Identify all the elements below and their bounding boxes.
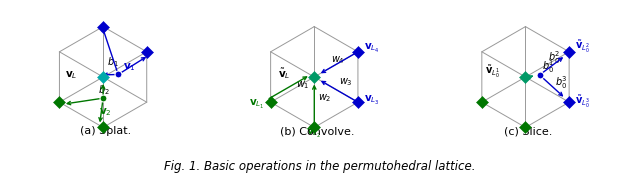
Text: (b) Convolve.: (b) Convolve. [280,127,354,136]
Text: $w_4$: $w_4$ [331,54,345,66]
Text: $w_3$: $w_3$ [339,76,353,88]
Text: Fig. 1. Basic operations in the permutohedral lattice.: Fig. 1. Basic operations in the permutoh… [164,160,476,173]
Text: $\mathbf{v}_{L_1}$: $\mathbf{v}_{L_1}$ [249,98,264,111]
Text: $\mathbf{v}_{L_3}$: $\mathbf{v}_{L_3}$ [364,94,380,107]
Text: $\mathbf{v}_2$: $\mathbf{v}_2$ [99,106,112,118]
Text: (c) Slice.: (c) Slice. [504,127,552,136]
Text: $\mathbf{v}_{L_4}$: $\mathbf{v}_{L_4}$ [364,42,380,55]
Text: $\mathbf{v}_1$: $\mathbf{v}_1$ [124,61,136,73]
Text: $b_0^1$: $b_0^1$ [541,58,554,75]
Text: (a) Splat.: (a) Splat. [80,127,131,136]
Text: $\mathbf{v}_{L_2}$: $\mathbf{v}_{L_2}$ [307,127,322,139]
Text: $\tilde{\mathbf{v}}_{L_0^2}$: $\tilde{\mathbf{v}}_{L_0^2}$ [575,38,591,55]
Text: $w_1$: $w_1$ [296,79,310,91]
Text: $\tilde{\mathbf{v}}_L$: $\tilde{\mathbf{v}}_L$ [278,66,290,81]
Text: $b_0^2$: $b_0^2$ [548,50,561,66]
Text: $\tilde{\mathbf{v}}_{L_0^1}$: $\tilde{\mathbf{v}}_{L_0^1}$ [485,63,500,80]
Text: $b_2$: $b_2$ [98,83,110,97]
Text: $\tilde{\mathbf{v}}_{L_0^3}$: $\tilde{\mathbf{v}}_{L_0^3}$ [575,93,591,110]
Text: $b_0^3$: $b_0^3$ [556,74,568,91]
Text: $\mathbf{v}_L$: $\mathbf{v}_L$ [65,69,78,81]
Text: $b_1$: $b_1$ [108,55,119,69]
Text: $w_2$: $w_2$ [318,93,332,104]
